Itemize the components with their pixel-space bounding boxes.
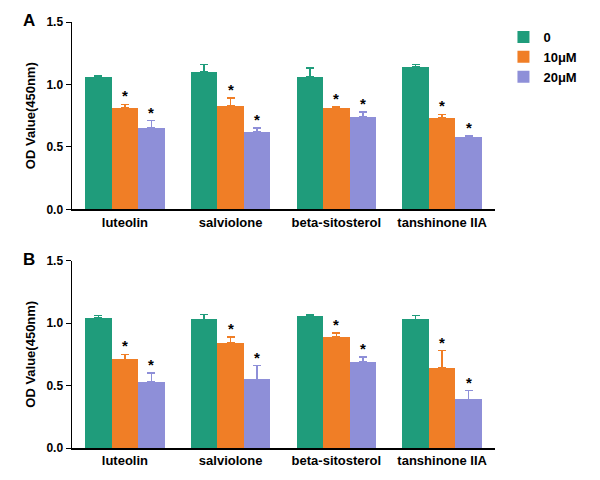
svg-text:beta-sitosterol: beta-sitosterol <box>292 215 382 230</box>
svg-text:*: * <box>439 97 445 114</box>
svg-text:*: * <box>254 349 260 366</box>
svg-text:0.0: 0.0 <box>46 441 63 455</box>
svg-text:0.0: 0.0 <box>46 203 63 217</box>
svg-text:*: * <box>466 119 472 136</box>
svg-text:*: * <box>333 90 339 107</box>
svg-text:tanshinone IIA: tanshinone IIA <box>397 215 487 230</box>
svg-text:*: * <box>333 316 339 333</box>
svg-text:0.5: 0.5 <box>46 140 63 154</box>
svg-text:B: B <box>23 250 35 269</box>
svg-text:tanshinone IIA: tanshinone IIA <box>397 453 487 468</box>
svg-text:1.0: 1.0 <box>46 316 63 330</box>
svg-text:beta-sitosterol: beta-sitosterol <box>292 453 382 468</box>
svg-text:*: * <box>122 337 128 354</box>
svg-text:*: * <box>360 340 366 357</box>
svg-text:1.5: 1.5 <box>46 15 63 29</box>
svg-text:luteolin: luteolin <box>102 215 148 230</box>
svg-text:salviolone: salviolone <box>199 215 263 230</box>
svg-text:1.5: 1.5 <box>46 254 63 268</box>
svg-text:luteolin: luteolin <box>102 453 148 468</box>
svg-text:10μM: 10μM <box>543 50 576 65</box>
svg-text:A: A <box>23 11 35 30</box>
svg-text:0: 0 <box>543 30 550 45</box>
svg-text:*: * <box>148 104 154 121</box>
svg-text:*: * <box>228 81 234 98</box>
svg-text:OD Value(450nm): OD Value(450nm) <box>23 62 38 169</box>
svg-text:OD Value(450nm): OD Value(450nm) <box>23 301 38 408</box>
svg-text:*: * <box>148 356 154 373</box>
svg-text:*: * <box>254 111 260 128</box>
svg-text:*: * <box>122 87 128 104</box>
svg-text:*: * <box>360 95 366 112</box>
svg-text:salviolone: salviolone <box>199 453 263 468</box>
svg-text:*: * <box>228 320 234 337</box>
svg-text:20μM: 20μM <box>543 70 576 85</box>
svg-text:1.0: 1.0 <box>46 78 63 92</box>
svg-text:*: * <box>439 334 445 351</box>
svg-text:*: * <box>466 374 472 391</box>
svg-text:0.5: 0.5 <box>46 379 63 393</box>
